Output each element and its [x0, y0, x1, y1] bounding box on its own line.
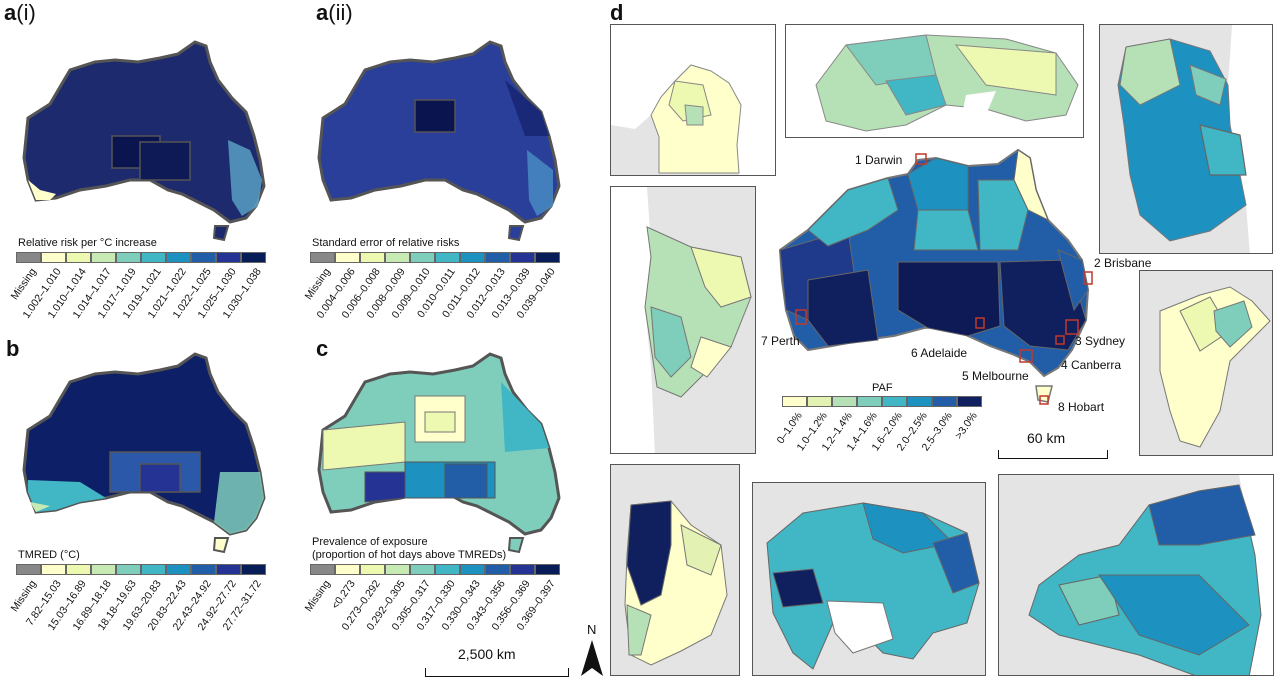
panel-label-a-ii: a(ii)	[316, 0, 353, 25]
inset-7: 7	[610, 186, 756, 454]
legend-swatches-a-ii	[310, 252, 560, 263]
city-label-darwin: 1 Darwin	[855, 153, 903, 167]
city-label-perth: 7 Perth	[761, 334, 800, 348]
city-label-canberra: 4 Canberra	[1061, 358, 1122, 372]
map-b	[22, 352, 266, 554]
legend-title-c: Prevalence of exposure (proportion of ho…	[312, 536, 507, 561]
map-a-ii	[317, 40, 561, 242]
legend-swatches-c	[310, 564, 560, 575]
legend-title-paf: PAF	[872, 382, 893, 394]
swatch-missing	[16, 252, 41, 263]
inset-2: 2	[1099, 24, 1273, 254]
city-label-melbourne: 5 Melbourne	[962, 369, 1029, 383]
city-label-sydney: 3 Sydney	[1075, 334, 1126, 348]
legend-swatches-a-i	[16, 252, 266, 263]
map-d	[778, 148, 1093, 405]
inset-4: 4	[1139, 270, 1273, 456]
panel-label-b: b	[6, 336, 20, 361]
scale-bar-main	[425, 668, 569, 677]
legend-title-a-i: Relative risk per °C increase	[18, 237, 157, 249]
scale-label-main: 2,500 km	[458, 646, 516, 662]
legend-swatches-paf	[782, 396, 982, 407]
north-arrow-icon	[581, 640, 603, 676]
north-label: N	[587, 622, 597, 637]
panel-label-d: d	[610, 0, 624, 25]
legend-title-b: TMRED (°C)	[18, 549, 80, 561]
inset-8: 8	[785, 24, 1084, 138]
inset-1: 1	[610, 24, 776, 176]
inset-5: 5	[752, 482, 986, 676]
legend-title-a-ii: Standard error of relative risks	[312, 237, 460, 249]
legend-swatches-b	[16, 564, 266, 575]
scale-bar-inset	[998, 450, 1108, 459]
map-a-i	[22, 40, 266, 242]
panel-label-a-i: a(i)	[4, 0, 36, 25]
city-label-brisbane: 2 Brisbane	[1094, 256, 1152, 270]
city-label-adelaide: 6 Adelaide	[911, 346, 968, 360]
inset-3: 3	[998, 474, 1274, 676]
city-label-hobart: 8 Hobart	[1058, 400, 1105, 414]
panel-label-c: c	[316, 336, 329, 361]
inset-6: 6	[610, 464, 740, 676]
map-c	[317, 352, 561, 554]
scale-label-inset: 60 km	[1027, 430, 1066, 446]
